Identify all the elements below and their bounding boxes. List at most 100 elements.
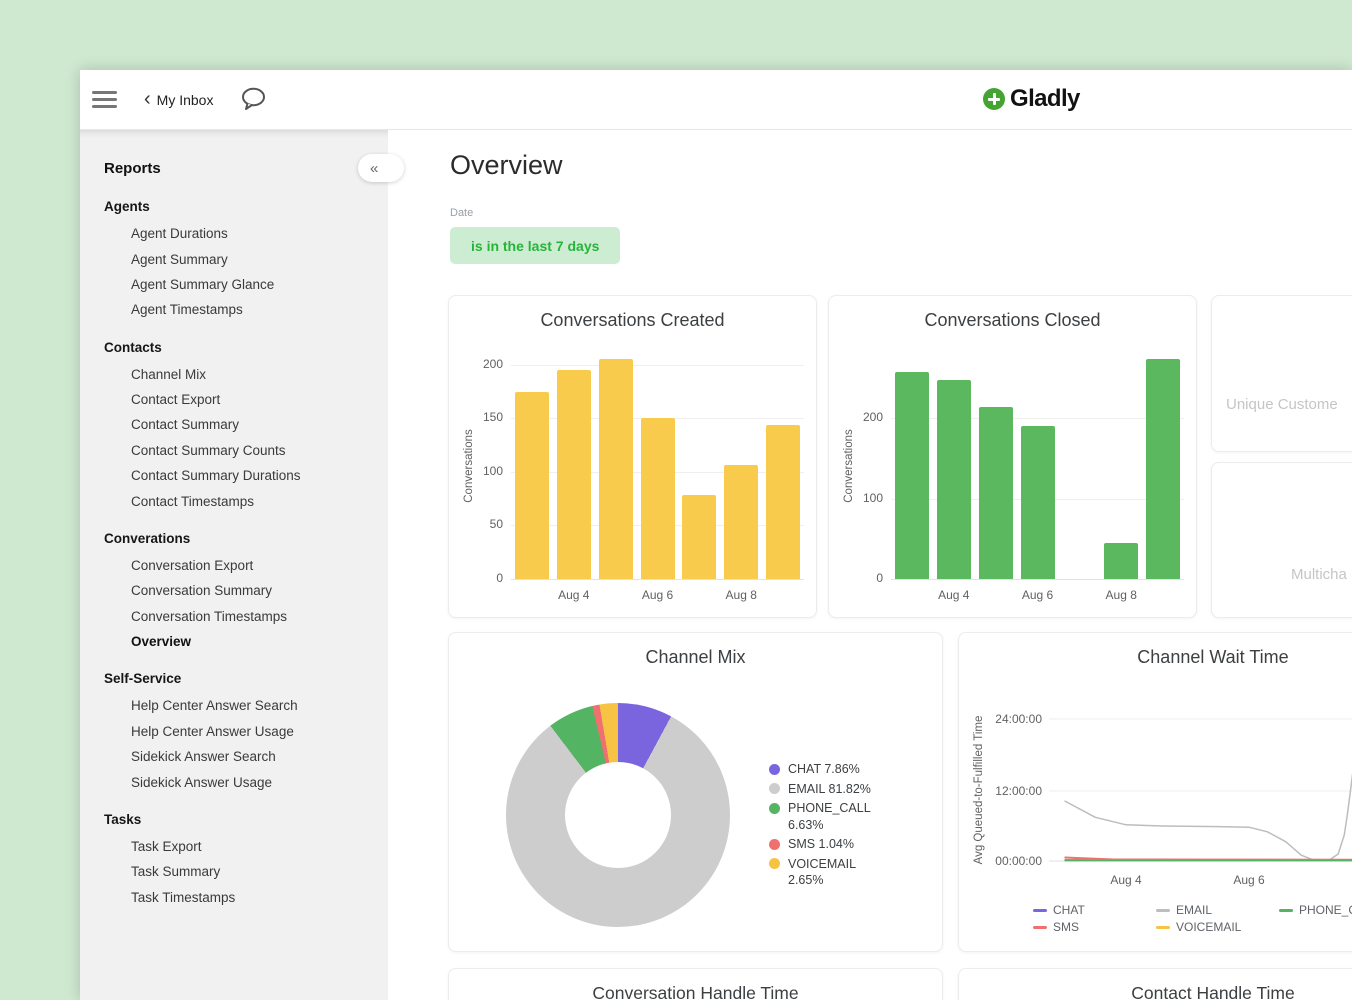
y-axis-ticks: 0 50 100 150 200 [449,296,503,617]
channel-wait-time-card: Channel Wait Time Avg Queued-to-Fulfille… [958,632,1352,952]
y-tick: 0 [496,571,503,585]
multichannel-card: Multicha [1211,462,1352,618]
legend-dash-sms [1033,925,1047,929]
date-filter-label: Date [450,207,474,219]
legend-item-chat: CHAT 7.86% [769,761,889,778]
legend-item-sms: SMS 1.04% [769,836,889,853]
channel-mix-donut [506,703,730,927]
app-window: ‹ My Inbox Gladly Reports Agents Agent Du… [80,70,1352,1000]
sidebar-item-agent-timestamps[interactable]: Agent Timestamps [131,302,243,318]
legend-dot-chat [769,763,780,775]
bar-aug-7[interactable] [682,495,717,579]
y-tick: 100 [862,490,883,505]
sidebar-item-help-center-answer-usage[interactable]: Help Center Answer Usage [131,723,294,739]
sidebar-item-conversation-summary[interactable]: Conversation Summary [131,583,273,599]
legend-dot-voicemail [769,858,780,869]
chart-title: Channel Wait Time [1137,647,1289,667]
bar-plot: Aug 4 Aug 6 Aug 8 [511,354,804,602]
sidebar-item-contact-timestamps[interactable]: Contact Timestamps [131,493,255,509]
legend-item-voicemail: VOICEMAIL [1156,920,1241,934]
sidebar-item-conversation-timestamps[interactable]: Conversation Timestamps [131,608,288,624]
bar-aug-4[interactable] [936,379,971,579]
sidebar-item-contact-summary-durations[interactable]: Contact Summary Durations [131,468,301,484]
gridline [511,579,804,580]
sidebar-collapse-button[interactable]: « [358,154,404,182]
legend-item-chat: CHAT [1033,903,1085,917]
sidebar-item-task-export[interactable]: Task Export [131,838,202,854]
conversations-closed-card: Conversations Closed Conversations 0 100 2… [828,295,1197,618]
reports-sidebar: Reports Agents Agent Durations Agent Summa… [80,130,388,1000]
bar-aug-5[interactable] [978,407,1013,579]
sidebar-item-sidekick-answer-usage[interactable]: Sidekick Answer Usage [131,774,273,790]
series-email [1064,773,1352,862]
x-tick: Aug 6 [641,588,674,602]
sidebar-section-contacts: Contacts [104,339,162,355]
bar-aug-6[interactable] [640,418,675,579]
legend-item-email: EMAIL [1156,903,1212,917]
bar-aug-8[interactable] [724,465,759,579]
x-tick: Aug 6 [1021,588,1054,602]
sidebar-section-converations: Converations [104,530,191,546]
chat-bubble-icon[interactable] [240,86,267,117]
sidebar-section-self-service: Self-Service [104,671,182,687]
sidebar-nav: Agents Agent Durations Agent Summary Agent … [104,199,368,910]
gladly-logo: Gladly [983,85,1080,113]
bar-aug-9[interactable] [1146,358,1181,579]
back-label: My Inbox [156,92,214,108]
legend-dash-email [1156,908,1170,912]
x-tick: Aug 8 [1105,588,1137,602]
sidebar-item-contact-summary[interactable]: Contact Summary [131,417,240,433]
sidebar-item-agent-durations[interactable]: Agent Durations [131,226,228,242]
gridline [891,579,1184,580]
y-axis-ticks: 0 100 200 [829,296,883,617]
sidebar-item-task-summary[interactable]: Task Summary [131,864,221,880]
bar-aug-4[interactable] [556,370,591,579]
gridline [511,364,804,366]
legend-dash-voicemail [1156,925,1170,929]
topbar: ‹ My Inbox Gladly [80,70,1352,130]
page-title: Overview [450,150,563,180]
sidebar-item-task-timestamps[interactable]: Task Timestamps [131,889,236,905]
channel-mix-legend: CHAT 7.86% EMAIL 81.82% PHONE_CALL 6.63% SM… [769,761,889,892]
bar-aug-6[interactable] [1020,425,1055,579]
y-tick: 00:00:00 [995,854,1042,868]
bar-aug-3[interactable] [894,371,929,579]
sidebar-item-agent-summary-glance[interactable]: Agent Summary Glance [131,276,275,292]
y-tick: 50 [489,517,503,532]
sidebar-item-help-center-answer-search[interactable]: Help Center Answer Search [131,698,298,714]
chart-title: Channel Mix [645,647,746,667]
line-plot [1049,718,1352,862]
sidebar-section-tasks: Tasks [104,811,142,827]
sidebar-item-contact-summary-counts[interactable]: Contact Summary Counts [131,442,286,458]
chart-title: Conversation Handle Time [592,983,799,1000]
sidebar-title: Reports [104,160,161,177]
legend-item-voicemail: VOICEMAIL 2.65% [769,856,889,889]
x-tick: Aug 4 [558,588,590,602]
back-to-inbox-button[interactable]: ‹ My Inbox [144,70,213,130]
bar-aug-5[interactable] [598,359,633,579]
bar-aug-3[interactable] [514,391,549,579]
sidebar-item-channel-mix[interactable]: Channel Mix [131,366,207,382]
legend-item-phone-call: PHONE_CALL 6.63% [769,800,889,833]
chart-title: Conversations Closed [924,310,1101,330]
y-tick: 0 [876,571,883,585]
y-tick: 12:00:00 [995,784,1042,798]
legend-item-phone-c: PHONE_C [1279,903,1352,917]
bar-aug-8[interactable] [1104,542,1139,579]
date-filter-chip[interactable]: is in the last 7 days [450,227,621,264]
sidebar-item-sidekick-answer-search[interactable]: Sidekick Answer Search [131,749,276,765]
main-content: Overview Date is in the last 7 days Conv… [388,130,1352,1000]
unique-customers-card: Unique Custome [1211,295,1352,452]
y-tick: 150 [482,410,503,425]
y-tick: 100 [482,463,503,478]
chart-title: Conversations Created [540,310,725,330]
bar-plot: Aug 4 Aug 6 Aug 8 [891,354,1184,602]
legend-dot-email [769,783,780,794]
bar-aug-9[interactable] [766,424,801,579]
sidebar-item-conversation-export[interactable]: Conversation Export [131,557,254,573]
sidebar-item-overview[interactable]: Overview [131,634,192,650]
y-tick: 24:00:00 [995,712,1042,726]
hamburger-menu-icon[interactable] [92,91,117,109]
sidebar-item-contact-export[interactable]: Contact Export [131,392,221,408]
sidebar-item-agent-summary[interactable]: Agent Summary [131,251,228,267]
